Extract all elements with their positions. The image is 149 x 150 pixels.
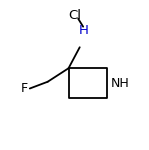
Text: Cl: Cl [68,9,81,22]
Text: H: H [79,24,89,36]
Text: F: F [21,82,28,95]
Text: NH: NH [111,77,130,90]
